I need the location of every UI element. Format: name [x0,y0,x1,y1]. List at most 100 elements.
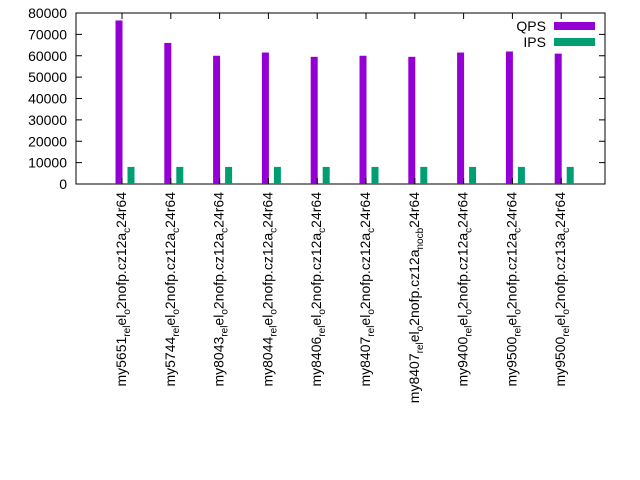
x-label-part-s1: rel [512,326,523,337]
x-label-part-m2: 2nofp.cz12a [211,233,227,309]
bar-ips [322,166,330,184]
x-label-part-s1: rel [317,326,328,337]
x-label-part-main: my8407 [406,353,422,403]
legend-swatch-ips [554,38,595,46]
x-label-part-s3: nocb [415,227,426,249]
bar-qps [164,42,172,184]
x-label-part-s1: rel [464,326,475,337]
x-label-part-main: my5744 [162,336,178,386]
x-label-part-m2: 2nofp.cz12a [308,233,324,309]
bar-qps [115,20,123,185]
bars [115,20,574,185]
x-tick-label: my9500relelo2nofp.cz13ac24r64 [552,192,572,387]
x-label-part-s3: c [561,228,572,233]
bar-qps [310,56,318,184]
x-label-part-m3: 24r64 [113,192,129,228]
x-label-part-s2: o [122,309,133,315]
x-label-part-m2: 2nofp.cz12a [259,233,275,309]
y-tick-label: 70000 [28,26,67,42]
x-label-part-m1: el [308,315,324,326]
x-label-part-m3: 24r64 [162,192,178,228]
bar-ips [225,166,233,184]
bar-ips [469,166,477,184]
x-label-part-m2: 2nofp.cz12a [113,233,129,309]
x-label-part-s1: rel [366,326,377,337]
x-label-part-s2: o [171,309,182,315]
x-label-part-s2: o [366,309,377,315]
x-tick-label: my8043relelo2nofp.cz12ac24r64 [211,192,231,387]
x-label-part-m3: 24r64 [455,192,471,228]
x-label-part-main: my9400 [455,336,471,386]
x-label-part-m1: el [211,315,227,326]
x-tick-label: my8406relelo2nofp.cz12ac24r64 [308,192,328,387]
y-tick-label: 20000 [28,133,67,149]
x-tick-label: my8407relelo2nofp.cz12ac24r64 [357,192,377,387]
x-label-part-m3: 24r64 [259,192,275,228]
x-label-part-main: my8043 [211,336,227,386]
y-tick-label: 30000 [28,112,67,128]
x-tick-label: my5651relelo2nofp.cz12ac24r64 [113,192,133,387]
x-label-part-s1: rel [561,326,572,337]
bar-qps [261,52,269,185]
x-label-part-m1: el [503,315,519,326]
x-tick-label: my9500relelo2nofp.cz12ac24r64 [503,192,523,387]
bar-ips [371,166,379,184]
x-label-part-m2: 2nofp.cz12a [503,233,519,309]
x-label-part-main: my5651 [113,336,129,386]
x-label-part-s2: o [512,309,523,315]
bar-ips [566,166,574,184]
x-label-part-m2: 2nofp.cz12a [455,233,471,309]
x-label-part-main: my9500 [503,336,519,386]
y-tick-label: 80000 [28,5,67,21]
x-label-part-m1: el [162,315,178,326]
x-label-part-main: my8407 [357,336,373,386]
y-tick-label: 50000 [28,69,67,85]
y-tick-label: 40000 [28,91,67,107]
x-label-part-m1: el [259,315,275,326]
x-label-part-main: my8044 [259,336,275,386]
x-label-part-s3: c [366,228,377,233]
x-tick-label: my5744relelo2nofp.cz12ac24r64 [162,192,182,387]
x-label-part-s3: c [171,228,182,233]
x-label-part-s3: c [512,228,523,233]
y-axis: 0 10000 20000 30000 40000 50000 60000 70000 8000… [28,5,605,192]
x-label-part-s1: rel [171,326,182,337]
y-tick-label: 0 [59,176,67,192]
x-label-part-m3: 24r64 [357,192,373,228]
bar-ips [517,166,525,184]
bar-ips [127,166,135,184]
x-label-part-m3: 24r64 [406,192,422,228]
y-tick-label: 60000 [28,48,67,64]
x-label-part-main: my8406 [308,336,324,386]
x-label-part-m1: el [552,315,568,326]
x-label-part-main: my9500 [552,336,568,386]
bar-qps [359,55,367,184]
bar-qps [457,52,465,185]
x-label-part-m2: 2nofp.cz12a [357,233,373,309]
x-tick-label: my9400relelo2nofp.cz12ac24r64 [455,192,475,387]
x-label-part-m2: 2nofp.cz12a [406,249,422,325]
x-label-part-m2: 2nofp.cz12a [162,233,178,309]
x-label-part-s2: o [317,309,328,315]
x-label-part-m1: el [455,315,471,326]
legend-swatch-qps [554,22,595,30]
x-axis: my5651relelo2nofp.cz12ac24r64my5744relel… [113,13,572,403]
x-label-part-s2: o [561,309,572,315]
legend-label-ips: IPS [523,34,546,50]
x-label-part-m1: el [113,315,129,326]
bar-qps [505,51,513,184]
x-label-part-m3: 24r64 [503,192,519,228]
x-label-part-s3: c [122,228,133,233]
bar-ips [273,166,281,184]
x-label-part-s3: c [464,228,475,233]
x-label-part-m1: el [406,331,422,342]
x-label-part-m3: 24r64 [308,192,324,228]
x-label-part-s3: c [268,228,279,233]
x-label-part-s2: o [415,325,426,331]
bar-ips [420,166,428,184]
x-label-part-s2: o [268,309,279,315]
x-label-part-m1: el [357,315,373,326]
x-label-part-m3: 24r64 [211,192,227,228]
